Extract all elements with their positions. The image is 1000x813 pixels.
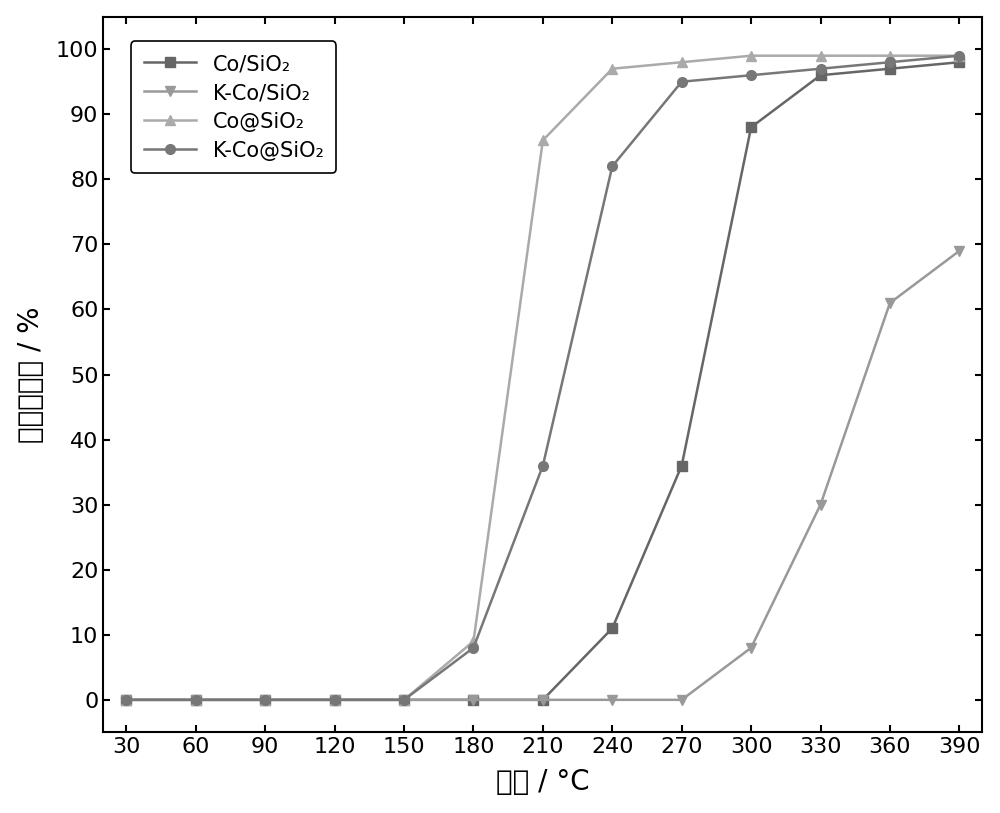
Co@SiO₂ bbox=[953, 51, 965, 61]
Co@SiO₂ bbox=[537, 136, 549, 146]
K-Co@SiO₂ bbox=[398, 695, 410, 705]
K-Co/SiO₂ bbox=[190, 695, 202, 705]
Co@SiO₂ bbox=[815, 51, 827, 61]
K-Co/SiO₂ bbox=[815, 500, 827, 510]
Co@SiO₂ bbox=[190, 695, 202, 705]
Co/SiO₂ bbox=[884, 64, 896, 74]
Co/SiO₂ bbox=[259, 695, 271, 705]
Co/SiO₂ bbox=[537, 695, 549, 705]
K-Co/SiO₂ bbox=[884, 298, 896, 308]
Co@SiO₂ bbox=[467, 637, 479, 646]
Co@SiO₂ bbox=[120, 695, 132, 705]
K-Co@SiO₂ bbox=[537, 461, 549, 471]
Co/SiO₂ bbox=[676, 461, 688, 471]
K-Co@SiO₂ bbox=[953, 51, 965, 61]
K-Co/SiO₂ bbox=[120, 695, 132, 705]
K-Co/SiO₂ bbox=[606, 695, 618, 705]
K-Co/SiO₂ bbox=[467, 695, 479, 705]
K-Co/SiO₂ bbox=[329, 695, 341, 705]
K-Co/SiO₂ bbox=[398, 695, 410, 705]
Line: Co/SiO₂: Co/SiO₂ bbox=[122, 58, 964, 705]
Co@SiO₂ bbox=[398, 695, 410, 705]
K-Co/SiO₂ bbox=[537, 695, 549, 705]
K-Co/SiO₂ bbox=[676, 695, 688, 705]
K-Co@SiO₂ bbox=[676, 77, 688, 87]
Co@SiO₂ bbox=[606, 64, 618, 74]
K-Co@SiO₂ bbox=[467, 643, 479, 653]
Co@SiO₂ bbox=[676, 58, 688, 67]
X-axis label: 温度 / °C: 温度 / °C bbox=[496, 768, 590, 796]
K-Co@SiO₂ bbox=[120, 695, 132, 705]
Co/SiO₂ bbox=[190, 695, 202, 705]
Co@SiO₂ bbox=[329, 695, 341, 705]
Co/SiO₂ bbox=[329, 695, 341, 705]
Co/SiO₂ bbox=[398, 695, 410, 705]
Co@SiO₂ bbox=[745, 51, 757, 61]
K-Co@SiO₂ bbox=[815, 64, 827, 74]
Co/SiO₂ bbox=[953, 58, 965, 67]
K-Co@SiO₂ bbox=[259, 695, 271, 705]
Line: K-Co@SiO₂: K-Co@SiO₂ bbox=[122, 51, 964, 705]
Co/SiO₂ bbox=[120, 695, 132, 705]
K-Co@SiO₂ bbox=[190, 695, 202, 705]
K-Co@SiO₂ bbox=[606, 162, 618, 172]
Co/SiO₂ bbox=[606, 624, 618, 633]
Co/SiO₂ bbox=[745, 123, 757, 133]
K-Co/SiO₂ bbox=[953, 246, 965, 256]
Legend: Co/SiO₂, K-Co/SiO₂, Co@SiO₂, K-Co@SiO₂: Co/SiO₂, K-Co/SiO₂, Co@SiO₂, K-Co@SiO₂ bbox=[131, 41, 336, 173]
Co@SiO₂ bbox=[884, 51, 896, 61]
Co@SiO₂ bbox=[259, 695, 271, 705]
K-Co/SiO₂ bbox=[259, 695, 271, 705]
Co/SiO₂ bbox=[815, 71, 827, 80]
Y-axis label: 丙烷转化率 / %: 丙烷转化率 / % bbox=[17, 307, 45, 443]
K-Co/SiO₂ bbox=[745, 643, 757, 653]
K-Co@SiO₂ bbox=[884, 58, 896, 67]
Line: Co@SiO₂: Co@SiO₂ bbox=[122, 51, 964, 705]
K-Co@SiO₂ bbox=[745, 71, 757, 80]
Line: K-Co/SiO₂: K-Co/SiO₂ bbox=[122, 246, 964, 705]
K-Co@SiO₂ bbox=[329, 695, 341, 705]
Co/SiO₂ bbox=[467, 695, 479, 705]
